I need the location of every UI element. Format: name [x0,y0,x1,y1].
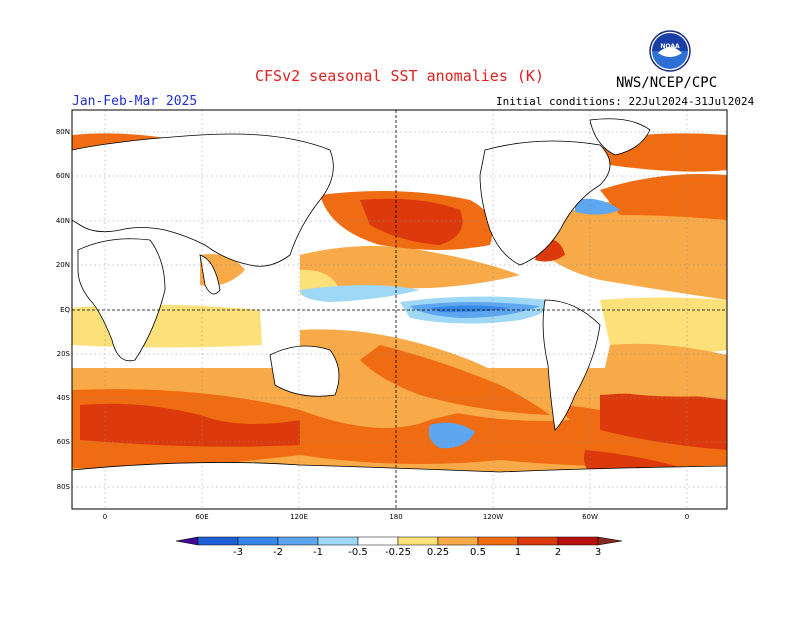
colorbar-tick-label: -0.25 [385,547,411,558]
colorbar-tick-label: -0.5 [348,547,368,558]
lon-label: 180 [389,513,403,521]
grid-lines [72,110,727,509]
reference-lines [72,110,727,509]
anomaly-region [600,343,727,397]
initial-conditions-label: Initial conditions: 22Jul2024-31Jul2024 [496,95,755,108]
lat-label: 40S [56,394,70,402]
anomaly-region [300,246,520,289]
colorbar-tick-label: 1 [514,547,522,558]
lat-label: 80N [55,128,70,136]
lon-label: 0 [102,513,108,521]
colorbar-swatch [477,536,519,546]
colorbar-tick-label: -2 [273,547,283,558]
colorbar-tick-label: 0.25 [426,547,450,558]
continent-outlines [72,118,727,509]
colorbar-arrow-high [597,536,623,546]
lat-label: 60N [55,172,70,180]
lon-label: 120E [290,513,308,521]
colorbar-swatch [277,536,319,546]
colorbar-swatch [557,536,599,546]
colorbar-tick-label: 3 [594,547,602,558]
chart-title: CFSv2 seasonal SST anomalies (K) [255,67,544,85]
anomaly-region [300,285,420,302]
anomaly-region [600,297,727,354]
svg-text:NOAA: NOAA [660,43,680,50]
anomaly-region [80,403,300,447]
lon-label: 120W [482,513,504,521]
colorbar-tick-label: -1 [313,547,323,558]
lat-label: 60S [56,438,70,446]
lon-label: 60W [582,513,598,521]
anomaly-region [600,174,727,220]
colorbar-swatch [437,536,479,546]
anomaly-region [360,345,550,415]
anomaly-region [540,190,727,300]
agency-label: NWS/NCEP/CPC [616,75,718,91]
anomaly-region [575,198,620,215]
map-frame [71,109,728,510]
lat-label: 40N [55,217,70,225]
lon-label: 0 [684,513,690,521]
colorbar-swatch [397,536,439,546]
anomaly-region [600,393,727,450]
colorbar-swatch [197,536,239,546]
lat-label: 20N [55,261,70,269]
noaa-logo-icon: NOAA [649,30,691,72]
anomaly-region [430,305,510,313]
anomaly-region [428,422,475,449]
colorbar-tick-label: 0.5 [470,547,486,558]
lat-label: EQ [60,306,70,314]
colorbar-swatch [357,536,399,546]
colorbar-tick-label: 2 [554,547,562,558]
colorbar-tick-label: -3 [233,547,243,558]
lat-label: 20S [56,350,70,358]
colorbar-swatch [237,536,279,546]
lon-label: 60E [195,513,209,521]
colorbar-arrow-low [175,536,199,546]
colorbar-swatch [317,536,359,546]
colorbar-swatch [517,536,559,546]
season-label: Jan-Feb-Mar 2025 [72,94,198,109]
anomaly-region [360,198,463,245]
lat-label: 80S [56,483,70,491]
colorbar [175,536,623,546]
